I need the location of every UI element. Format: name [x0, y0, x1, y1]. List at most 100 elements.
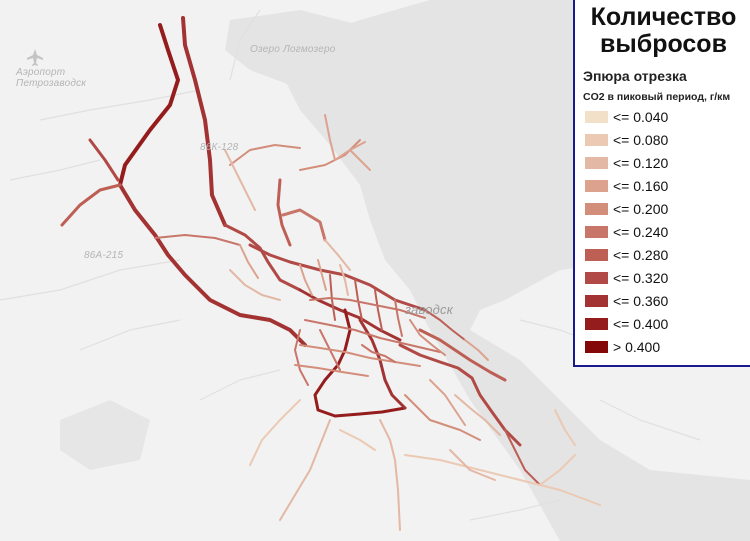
- road-segment: [298, 288, 402, 342]
- road-segment: [294, 329, 309, 386]
- legend-swatch: [585, 318, 608, 330]
- road-segment: [239, 244, 259, 279]
- legend-swatch: [585, 249, 608, 261]
- base-road: [9, 159, 101, 181]
- road-segment: [361, 344, 396, 363]
- road-segment: [304, 319, 441, 353]
- legend-class-label: <= 0.080: [613, 132, 669, 148]
- road-segment: [554, 409, 576, 446]
- road-segment: [299, 264, 313, 296]
- road-segment: [154, 234, 241, 246]
- legend-measure: CO2 в пиковый период, г/км: [583, 91, 731, 103]
- legend-class-row: <= 0.080: [585, 132, 668, 148]
- road-segment: [118, 183, 307, 347]
- road-segment: [248, 243, 427, 312]
- road-segment: [317, 259, 327, 291]
- base-road: [229, 9, 261, 81]
- road-segment: [418, 328, 507, 382]
- legend-swatch: [585, 180, 608, 192]
- legend-swatch: [585, 157, 608, 169]
- legend-swatch: [585, 295, 608, 307]
- road-segment: [88, 138, 120, 182]
- base-road: [199, 369, 281, 401]
- city-label: заводск: [405, 302, 454, 317]
- road-segment: [394, 299, 403, 337]
- lake-label: Озеро Логмозеро: [250, 44, 336, 55]
- road-segment: [309, 297, 426, 319]
- road-segment: [118, 23, 180, 187]
- legend-swatch: [585, 203, 608, 215]
- road-segment: [339, 264, 349, 296]
- road-segment: [464, 339, 489, 361]
- legend-swatch: [585, 134, 608, 146]
- road-segment: [299, 344, 421, 367]
- base-road: [599, 399, 701, 441]
- road-segment: [449, 449, 496, 481]
- legend-class-label: <= 0.040: [613, 109, 669, 125]
- road-segment: [276, 178, 292, 247]
- legend-class-row: <= 0.400: [585, 316, 668, 332]
- road-segment: [398, 343, 522, 447]
- road-segment: [349, 149, 371, 171]
- road-segment: [224, 149, 256, 211]
- road-segment: [409, 319, 446, 356]
- legend-class-row: > 0.400: [585, 339, 660, 355]
- legend-swatch: [585, 226, 608, 238]
- legend-swatch: [585, 272, 608, 284]
- road-segment: [281, 208, 327, 242]
- legend-class-row: <= 0.040: [585, 109, 668, 125]
- road-segment: [404, 394, 481, 441]
- road-segment: [324, 114, 336, 161]
- road-segment: [374, 289, 383, 331]
- legend-class-row: <= 0.120: [585, 155, 668, 171]
- legend-class-label: <= 0.160: [613, 178, 669, 194]
- road-segment: [329, 274, 336, 321]
- small-lake: [60, 400, 150, 470]
- base-road: [79, 319, 181, 351]
- legend-class-label: <= 0.400: [613, 316, 669, 332]
- legend-subtitle: Эпюра отрезка: [583, 68, 687, 84]
- road-segment: [404, 454, 601, 506]
- legend-panel: Количество выбросов Эпюра отрезка CO2 в …: [573, 0, 750, 367]
- legend-class-label: > 0.400: [613, 339, 661, 355]
- legend-swatch: [585, 341, 608, 353]
- legend-swatch: [585, 111, 608, 123]
- road-segment: [379, 419, 401, 531]
- legend-class-row: <= 0.200: [585, 201, 668, 217]
- road-segment: [223, 223, 302, 292]
- road-segment: [354, 279, 363, 321]
- legend-class-row: <= 0.320: [585, 270, 668, 286]
- base-road: [39, 89, 201, 121]
- legend-class-label: <= 0.200: [613, 201, 669, 217]
- legend-class-label: <= 0.280: [613, 247, 669, 263]
- road-segment: [279, 419, 331, 521]
- legend-class-label: <= 0.240: [613, 224, 669, 240]
- airplane-icon: [27, 49, 43, 66]
- legend-class-row: <= 0.240: [585, 224, 668, 240]
- legend-class-row: <= 0.360: [585, 293, 668, 309]
- road-segment: [358, 318, 407, 410]
- road-segment: [181, 16, 227, 227]
- road-segment: [313, 308, 407, 418]
- road-segment: [504, 429, 541, 486]
- legend-title: Количество выбросов: [590, 3, 737, 58]
- legend-class-label: <= 0.360: [613, 293, 669, 309]
- base-road: [469, 499, 561, 521]
- legend-class-row: <= 0.280: [585, 247, 668, 263]
- road-segment: [60, 183, 122, 227]
- airport-label: Аэропорт Петрозаводск: [16, 67, 87, 89]
- road-segment: [294, 364, 369, 377]
- emission-roads: [60, 16, 601, 531]
- road-segment: [229, 144, 301, 166]
- road-segment: [339, 429, 376, 451]
- legend-class-label: <= 0.120: [613, 155, 669, 171]
- road-segment: [429, 379, 466, 426]
- road-shield-86a215: 86A-215: [84, 250, 124, 261]
- road-segment: [454, 394, 501, 436]
- road-segment: [249, 399, 301, 466]
- road-segment: [539, 454, 576, 486]
- legend-class-row: <= 0.160: [585, 178, 668, 194]
- lake-logmozero: [225, 10, 370, 85]
- road-segment: [424, 309, 466, 341]
- road-segment: [324, 239, 351, 271]
